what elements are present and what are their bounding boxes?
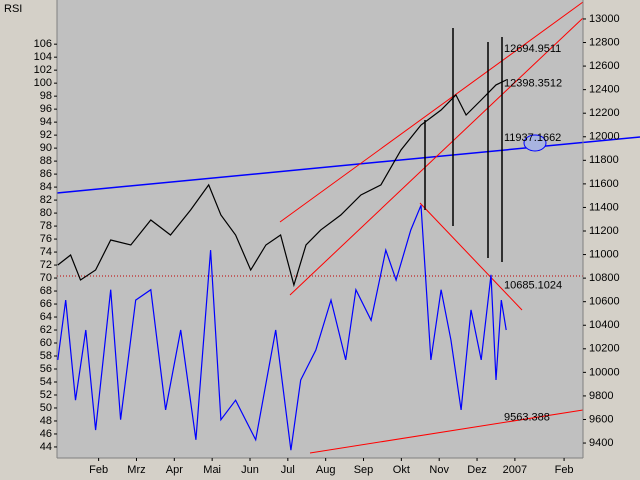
y-tick-label: 96 — [40, 103, 52, 115]
x-tick-label: Apr — [166, 464, 183, 476]
axis-label: RSI — [4, 3, 22, 15]
y2-tick-label: 12200 — [589, 107, 620, 119]
y-tick-label: 58 — [40, 350, 52, 362]
y-tick-label: 64 — [40, 311, 52, 323]
y2-tick-label: 11400 — [589, 201, 619, 213]
y-tick-label: 92 — [40, 129, 52, 141]
x-tick-label: Mrz — [127, 464, 145, 476]
y-tick-label: 70 — [40, 272, 52, 284]
y-tick-label: 62 — [40, 324, 52, 336]
y-tick-label: 46 — [40, 428, 52, 440]
y-tick-label: 78 — [40, 220, 52, 232]
y2-tick-label: 13000 — [589, 13, 620, 25]
y2-tick-label: 12000 — [589, 131, 620, 143]
x-tick-label: Aug — [316, 464, 336, 476]
x-tick-label: Nov — [429, 464, 449, 476]
y-tick-label: 54 — [40, 376, 52, 388]
y-tick-label: 68 — [40, 285, 52, 297]
x-tick-label: Jun — [241, 464, 259, 476]
trend-line — [419, 202, 523, 311]
y-tick-label: 52 — [40, 389, 52, 401]
y-tick-label: 88 — [40, 155, 52, 167]
y-tick-label: 66 — [40, 298, 52, 310]
level-label: 12398.3512 — [504, 78, 562, 90]
y-tick-label: 50 — [40, 402, 52, 414]
x-tick-label: Feb — [89, 464, 108, 476]
y2-tick-label: 9800 — [589, 390, 613, 402]
x-tick-label: Sep — [354, 464, 374, 476]
level-label: 11937.1662 — [504, 132, 561, 144]
y-tick-label: 74 — [40, 246, 52, 258]
x-tick-label: Okt — [393, 464, 410, 476]
y2-tick-label: 10000 — [589, 366, 620, 378]
y-tick-label: 80 — [40, 207, 52, 219]
y2-tick-label: 12600 — [589, 60, 620, 72]
y-tick-label: 94 — [40, 116, 52, 128]
y-tick-label: 56 — [40, 363, 52, 375]
trend-line — [309, 409, 584, 454]
y-tick-label: 48 — [40, 415, 52, 427]
plot-area — [57, 0, 583, 458]
series-line — [57, 79, 507, 288]
y2-tick-label: 11000 — [589, 248, 619, 260]
y2-tick-label: 10600 — [589, 296, 620, 308]
marker-ellipse — [523, 134, 547, 152]
level-label: 10685.1024 — [504, 280, 562, 292]
y-tick-label: 104 — [34, 51, 52, 63]
y-tick-label: 60 — [40, 337, 52, 349]
level-label: 12694.9511 — [504, 43, 561, 55]
x-tick-label: Feb — [555, 464, 574, 476]
series-line — [57, 205, 507, 451]
y2-tick-label: 12800 — [589, 36, 620, 48]
x-tick-label: 2007 — [503, 464, 527, 476]
y-tick-label: 82 — [40, 194, 52, 206]
y2-tick-label: 10800 — [589, 272, 620, 284]
channel-line — [289, 17, 584, 296]
y2-tick-label: 10200 — [589, 343, 620, 355]
y-tick-label: 90 — [40, 142, 52, 154]
y-tick-label: 98 — [40, 90, 52, 102]
y-tick-label: 76 — [40, 233, 52, 245]
x-tick-label: Jul — [281, 464, 295, 476]
y2-tick-label: 11200 — [589, 225, 619, 237]
y-tick-label: 44 — [40, 441, 52, 453]
y2-tick-label: 9600 — [589, 413, 613, 425]
y-tick-label: 84 — [40, 181, 52, 193]
y2-tick-label: 11800 — [589, 154, 619, 166]
x-tick-label: Dez — [467, 464, 487, 476]
x-tick-label: Mai — [203, 464, 221, 476]
channel-line — [279, 1, 584, 223]
y-tick-label: 106 — [34, 38, 52, 50]
y2-tick-label: 12400 — [589, 84, 620, 96]
y-tick-label: 102 — [34, 64, 52, 76]
y-tick-label: 86 — [40, 168, 52, 180]
level-label: 9563.388 — [504, 412, 550, 424]
y2-tick-label: 9400 — [589, 437, 613, 449]
y2-tick-label: 11600 — [589, 178, 619, 190]
y-tick-label: 100 — [34, 77, 52, 89]
y2-tick-label: 10400 — [589, 319, 620, 331]
y-tick-label: 72 — [40, 259, 52, 271]
annotations — [56, 1, 640, 454]
